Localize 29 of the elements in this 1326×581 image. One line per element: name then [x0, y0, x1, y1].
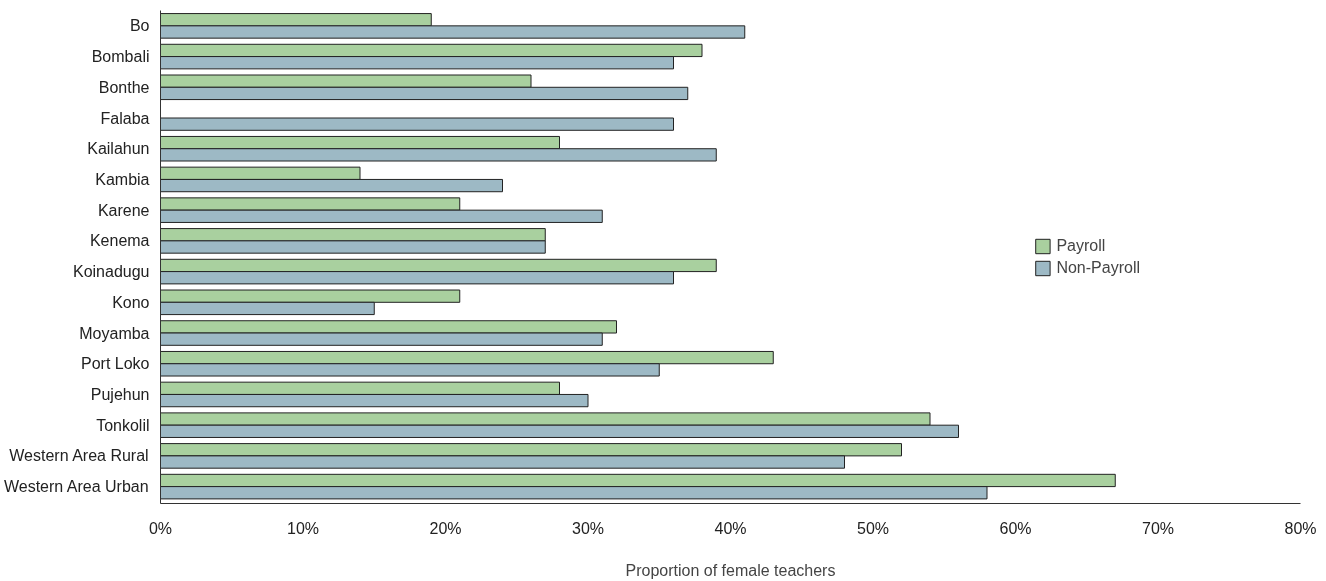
- x-tick-label: 70%: [1141, 519, 1175, 537]
- x-tick-label: 50%: [856, 519, 890, 537]
- x-tick-label: 40%: [714, 519, 747, 537]
- y-tick-label: Pujehun: [90, 385, 150, 403]
- y-tick-label: Kambia: [95, 170, 150, 188]
- y-tick-label: Tonkolil: [96, 416, 150, 434]
- y-tick-label: Bonthe: [98, 78, 150, 96]
- x-tick-label: 10%: [286, 519, 320, 537]
- x-tick-label: 80%: [1284, 519, 1317, 537]
- y-tick-label: Kailahun: [87, 140, 150, 158]
- y-tick-label: Moyamba: [79, 324, 150, 342]
- y-tick-label: Western Area Rural: [9, 447, 149, 465]
- y-tick-label: Western Area Urban: [3, 478, 149, 496]
- y-tick-label: Karene: [97, 201, 150, 219]
- bar: [160, 117, 674, 131]
- y-tick-label: Bo: [129, 17, 150, 35]
- legend-label: Non-Payroll: [1056, 258, 1140, 277]
- x-axis-title: Proportion of female teachers: [625, 561, 836, 579]
- y-tick-label: Bombali: [91, 48, 150, 66]
- x-tick-label: 60%: [999, 519, 1032, 537]
- y-tick-label: Kono: [112, 293, 150, 311]
- y-tick-label: Port Loko: [81, 355, 150, 373]
- legend-label: Payroll: [1056, 236, 1106, 255]
- y-tick-label: Kenema: [89, 232, 150, 250]
- x-tick-label: 0%: [148, 519, 173, 537]
- y-tick-label: Falaba: [100, 109, 150, 127]
- y-tick-label: Koinadugu: [72, 263, 150, 281]
- x-tick-label: 20%: [429, 519, 462, 537]
- x-tick-label: 30%: [571, 519, 605, 537]
